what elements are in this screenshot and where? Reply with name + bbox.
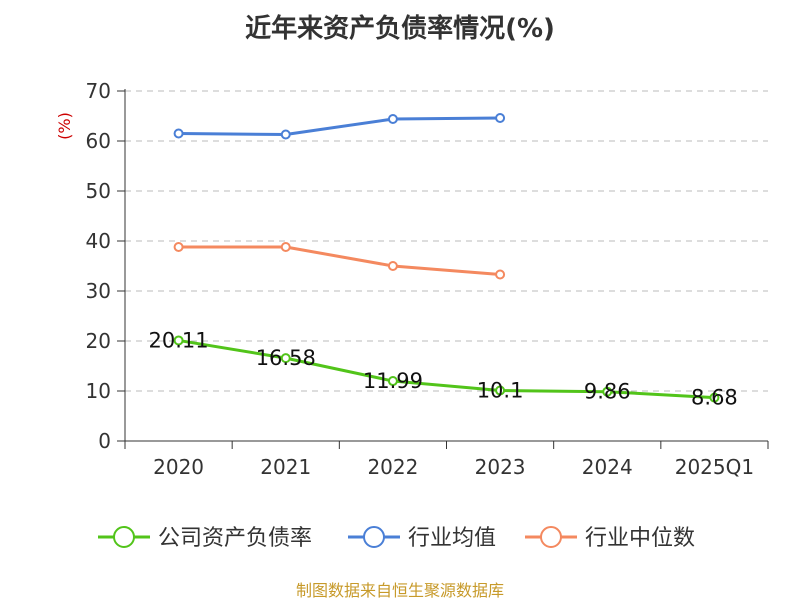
series-line [178,338,715,400]
x-tick-label: 2025Q1 [675,455,754,479]
y-tick-label: 40 [86,229,111,253]
data-point [173,335,184,346]
legend-swatch-marker [363,526,385,548]
data-label: 20.11 [149,328,209,352]
data-point [709,392,720,403]
legend-item[interactable]: 公司资产负债率 [98,526,312,551]
x-tick-label: 2022 [367,455,418,479]
y-axis-unit: (%) [55,112,74,140]
gridlines [125,90,768,392]
x-tick-label: 2024 [582,455,633,479]
y-tick-labels: 0 10 20 30 40 50 60 70 [86,79,111,453]
data-point [495,113,506,123]
data-point [280,353,291,364]
legend: 公司资产负债率 行业均值 行业中位数 [98,526,695,551]
legend-label: 行业均值 [408,526,496,551]
source-note: 制图数据来自恒生聚源数据库 [296,581,504,600]
data-label: 10.1 [477,379,524,403]
data-point [173,128,184,139]
y-tick-label: 60 [86,129,111,153]
data-labels: 20.11 16.58 11.99 10.1 9.86 8.68 [149,328,738,409]
data-label: 16.58 [256,346,316,370]
data-label: 11.99 [363,369,423,393]
y-tick-label: 70 [86,79,111,103]
legend-item[interactable]: 行业中位数 [525,526,695,551]
series-lines [173,113,720,403]
y-tick-label: 30 [86,279,111,303]
legend-swatch-marker [113,526,135,548]
legend-item[interactable]: 行业均值 [348,526,496,551]
x-tick-label: 2021 [260,455,311,479]
y-tick-label: 0 [98,429,111,453]
series-line [178,245,501,276]
series-line [178,116,501,136]
y-tick-label: 10 [86,379,111,403]
x-tick-label: 2023 [475,455,526,479]
legend-label: 公司资产负债率 [158,526,312,551]
data-point [280,129,291,140]
data-point [495,269,506,280]
data-point [602,386,613,397]
chart-title: 近年来资产负债率情况(%) [245,14,555,44]
data-point [387,376,398,387]
data-point [387,114,398,124]
axes [117,89,769,449]
y-tick-label: 20 [86,329,111,353]
x-tick-labels: 2020 2021 2022 2023 2024 2025Q1 [153,455,754,479]
data-point [495,385,506,396]
data-label: 9.86 [584,380,631,404]
legend-swatch-marker [540,526,562,548]
data-point [387,261,398,271]
legend-label: 行业中位数 [585,526,695,551]
data-point [173,242,184,252]
x-tick-label: 2020 [153,455,204,479]
data-label: 8.68 [691,386,738,410]
y-tick-label: 50 [86,179,111,203]
data-point [280,242,291,252]
